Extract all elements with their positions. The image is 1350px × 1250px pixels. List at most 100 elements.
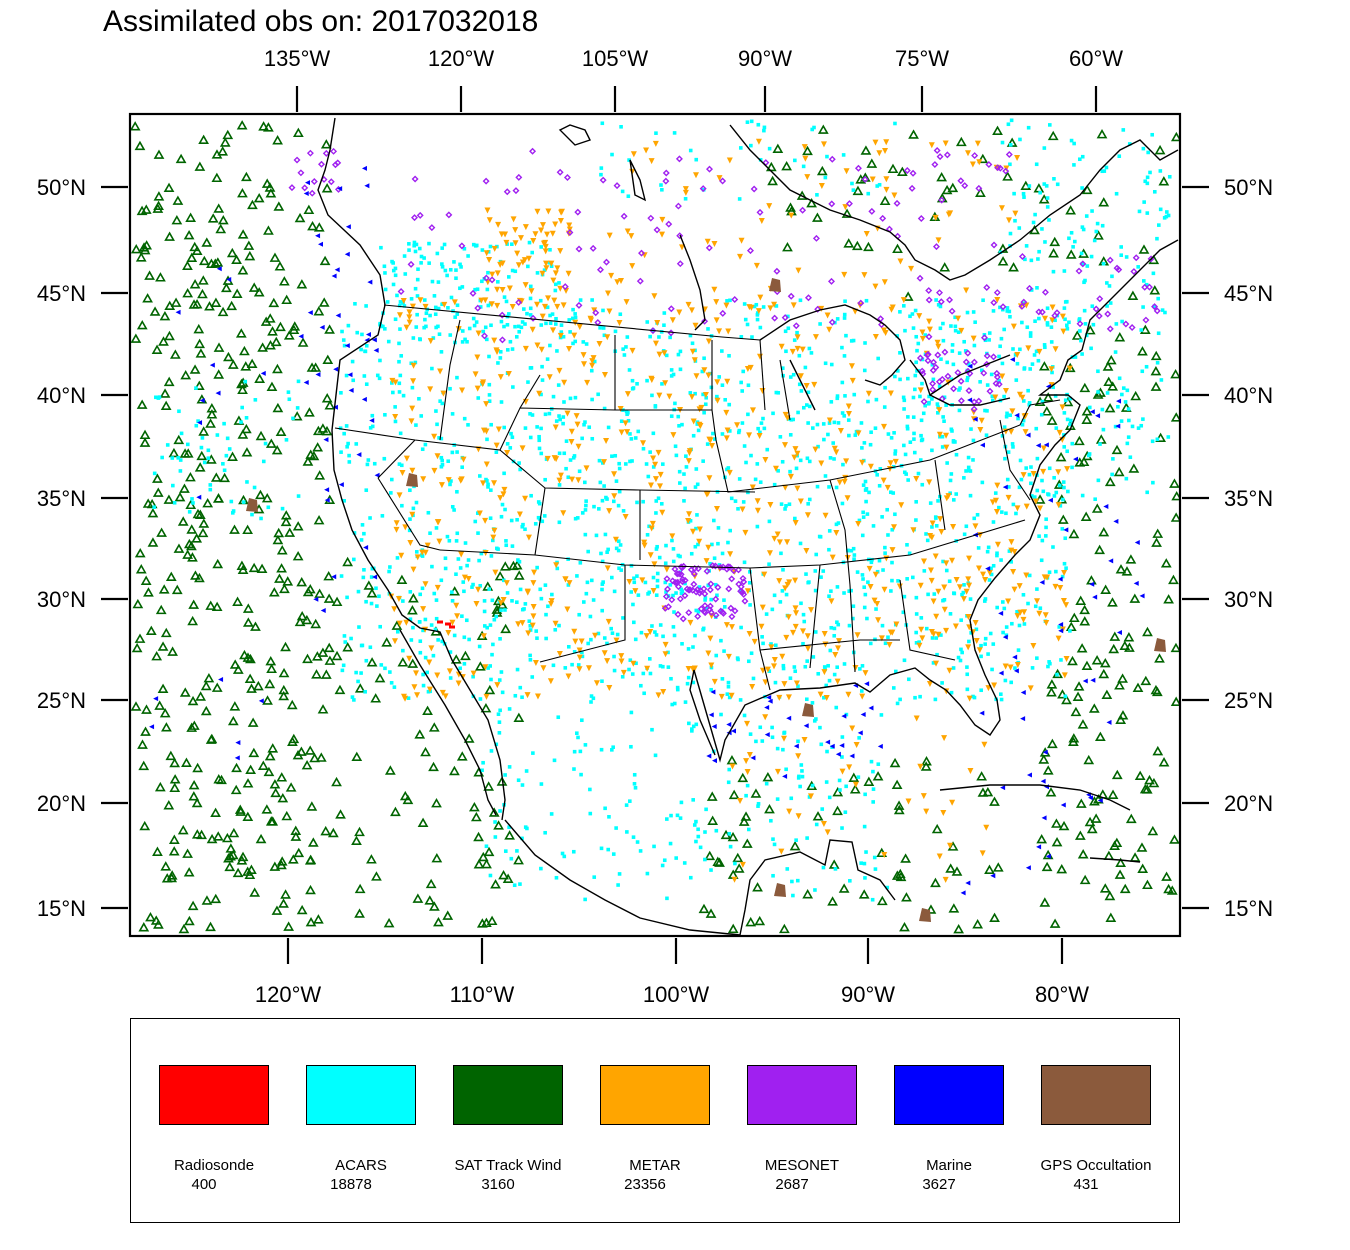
metar-marker (457, 477, 464, 484)
metar-marker (435, 519, 442, 526)
acars-marker (486, 270, 490, 275)
acars-marker (720, 432, 725, 436)
acars-marker (871, 787, 876, 791)
acars-marker (406, 696, 411, 700)
acars-marker (769, 818, 773, 823)
acars-marker (543, 477, 547, 482)
acars-marker (1144, 364, 1149, 369)
acars-marker (350, 695, 355, 699)
metar-marker (566, 580, 573, 587)
acars-marker (1004, 414, 1009, 419)
sat-track-wind-marker (1142, 879, 1153, 890)
sat-track-wind-marker (417, 817, 429, 827)
sat-track-wind-marker (1074, 435, 1085, 446)
acars-marker (767, 519, 772, 524)
acars-marker (1127, 142, 1132, 146)
sat-track-wind-marker (230, 784, 242, 795)
sat-track-wind-marker (1072, 691, 1084, 701)
acars-marker (1152, 190, 1157, 194)
marine-marker (307, 310, 313, 316)
metar-marker (660, 689, 667, 696)
acars-marker (1054, 490, 1059, 495)
acars-marker (902, 443, 906, 448)
sat-track-wind-marker (997, 256, 1009, 266)
acars-marker (902, 407, 906, 411)
metar-marker (494, 302, 501, 309)
mesonet-marker (730, 567, 738, 575)
metar-marker (919, 329, 926, 336)
acars-marker (864, 499, 868, 504)
acars-marker (1037, 316, 1041, 321)
acars-marker (775, 797, 780, 801)
acars-marker (206, 456, 211, 460)
metar-marker (490, 534, 497, 541)
mesonet-marker (750, 185, 758, 193)
acars-marker (1139, 328, 1144, 332)
sat-track-wind-marker (146, 498, 158, 509)
legend-swatch (1041, 1065, 1151, 1125)
mesonet-marker (676, 260, 684, 268)
sat-track-wind-marker (187, 900, 199, 911)
metar-marker (724, 427, 731, 434)
acars-marker (672, 633, 677, 638)
acars-marker (726, 540, 730, 545)
acars-marker (829, 625, 834, 630)
acars-marker (1108, 301, 1113, 305)
acars-marker (1100, 169, 1105, 174)
top-lon-label: 120°W (428, 46, 495, 71)
acars-marker (978, 380, 982, 384)
acars-marker (433, 627, 438, 632)
acars-marker (443, 566, 448, 571)
acars-marker (788, 433, 793, 437)
acars-marker (860, 533, 865, 538)
acars-marker (861, 577, 865, 581)
acars-marker (669, 368, 674, 372)
mesonet-marker (993, 289, 1001, 297)
mesonet-marker (1142, 316, 1150, 324)
sat-track-wind-marker (189, 364, 201, 374)
marine-marker (1133, 580, 1139, 586)
metar-marker (967, 768, 974, 775)
metar-marker (804, 512, 811, 519)
sat-track-wind-marker (1056, 863, 1068, 874)
acars-marker (342, 499, 346, 503)
metar-marker (794, 485, 801, 492)
sat-track-wind-marker (244, 673, 256, 684)
acars-marker (772, 842, 777, 847)
acars-marker (1032, 353, 1037, 357)
sat-track-wind-marker (1081, 184, 1093, 195)
acars-marker (430, 366, 434, 371)
acars-marker (619, 568, 624, 572)
acars-marker (580, 511, 585, 515)
sat-track-wind-marker (242, 524, 253, 535)
metar-marker (824, 829, 831, 836)
metar-marker (516, 511, 523, 518)
metar-marker (479, 381, 486, 388)
acars-marker (1119, 245, 1123, 249)
acars-marker (437, 436, 441, 440)
metar-marker (525, 630, 532, 637)
sat-track-wind-marker (144, 270, 155, 280)
acars-marker (354, 670, 358, 675)
acars-marker (598, 480, 603, 485)
sat-track-wind-marker (841, 208, 853, 218)
metar-marker (620, 669, 627, 676)
sat-track-wind-marker (302, 653, 313, 664)
acars-marker (1045, 196, 1050, 200)
acars-marker (605, 550, 609, 555)
sat-track-wind-marker (274, 261, 286, 271)
sat-track-wind-marker (1108, 643, 1120, 654)
acars-marker (377, 594, 381, 599)
acars-marker (473, 519, 478, 524)
acars-marker (479, 551, 484, 556)
acars-marker (985, 383, 990, 387)
sat-track-wind-marker (705, 908, 717, 918)
mesonet-marker (647, 214, 655, 222)
acars-marker (1080, 493, 1085, 498)
acars-marker (806, 390, 811, 395)
sat-track-wind-marker (812, 212, 823, 222)
acars-marker (446, 306, 450, 310)
mesonet-marker (787, 292, 795, 300)
metar-marker (937, 516, 944, 523)
state-borders (334, 304, 1061, 691)
